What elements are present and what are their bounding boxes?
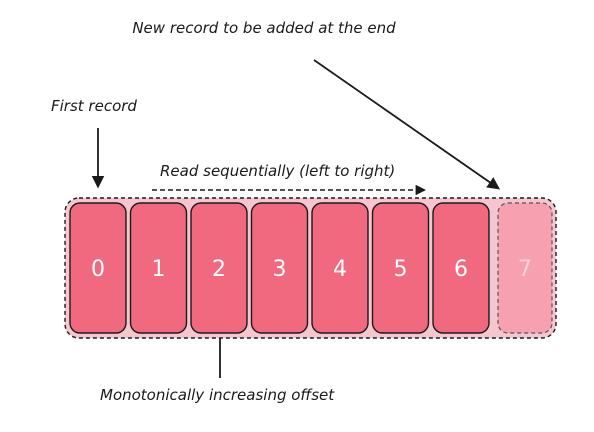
offset-label: Monotonically increasing offset [100, 386, 335, 404]
new-record-label: New record to be added at the end [132, 19, 396, 37]
record-box-6 [432, 202, 490, 334]
new-record-box [497, 202, 553, 334]
record-box-3 [250, 202, 309, 334]
new-record-offset: 7 [518, 257, 532, 282]
record-box-0 [69, 202, 127, 334]
record-box-5 [371, 202, 430, 334]
record-offset-1: 1 [152, 257, 166, 282]
record-box-4 [311, 202, 369, 334]
record-box-1 [129, 202, 188, 334]
records-group: 0 1 2 3 4 5 6 7 [69, 202, 553, 334]
record-offset-4: 4 [333, 257, 347, 282]
record-offset-6: 6 [454, 257, 468, 282]
record-offset-0: 0 [91, 257, 105, 282]
record-offset-2: 2 [212, 257, 226, 282]
new-record-arrow [313, 59, 501, 190]
record-offset-5: 5 [394, 257, 408, 282]
record-offset-3: 3 [273, 257, 287, 282]
record-box-2 [190, 202, 248, 334]
read-direction-label: Read sequentially (left to right) [160, 162, 395, 180]
first-record-label: First record [51, 97, 137, 115]
